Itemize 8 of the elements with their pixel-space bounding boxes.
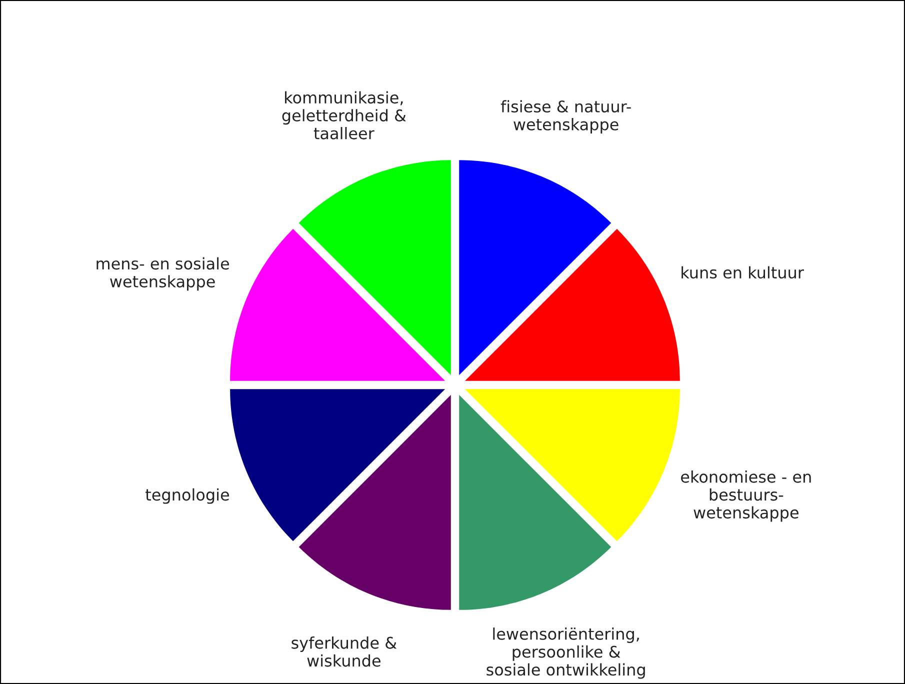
slice-label: kommunikasie, geletterdheid & taalleer xyxy=(282,91,406,140)
slice-label: ekonomiese - en bestuurs- wetenskappe xyxy=(681,470,811,522)
slice-label: mens- en sosiale wetenskappe xyxy=(96,257,229,291)
slice-label: lewensoriëntering, persoonlike & sosiale ontwikkeling xyxy=(486,628,645,679)
slice-label: syferkunde & wiskunde xyxy=(292,636,397,667)
slice-label: fisiese & natuur- wetenskappe xyxy=(500,100,631,134)
slice-label: tegnologie xyxy=(146,488,229,504)
slice-label: kuns en kultuur xyxy=(682,266,804,279)
